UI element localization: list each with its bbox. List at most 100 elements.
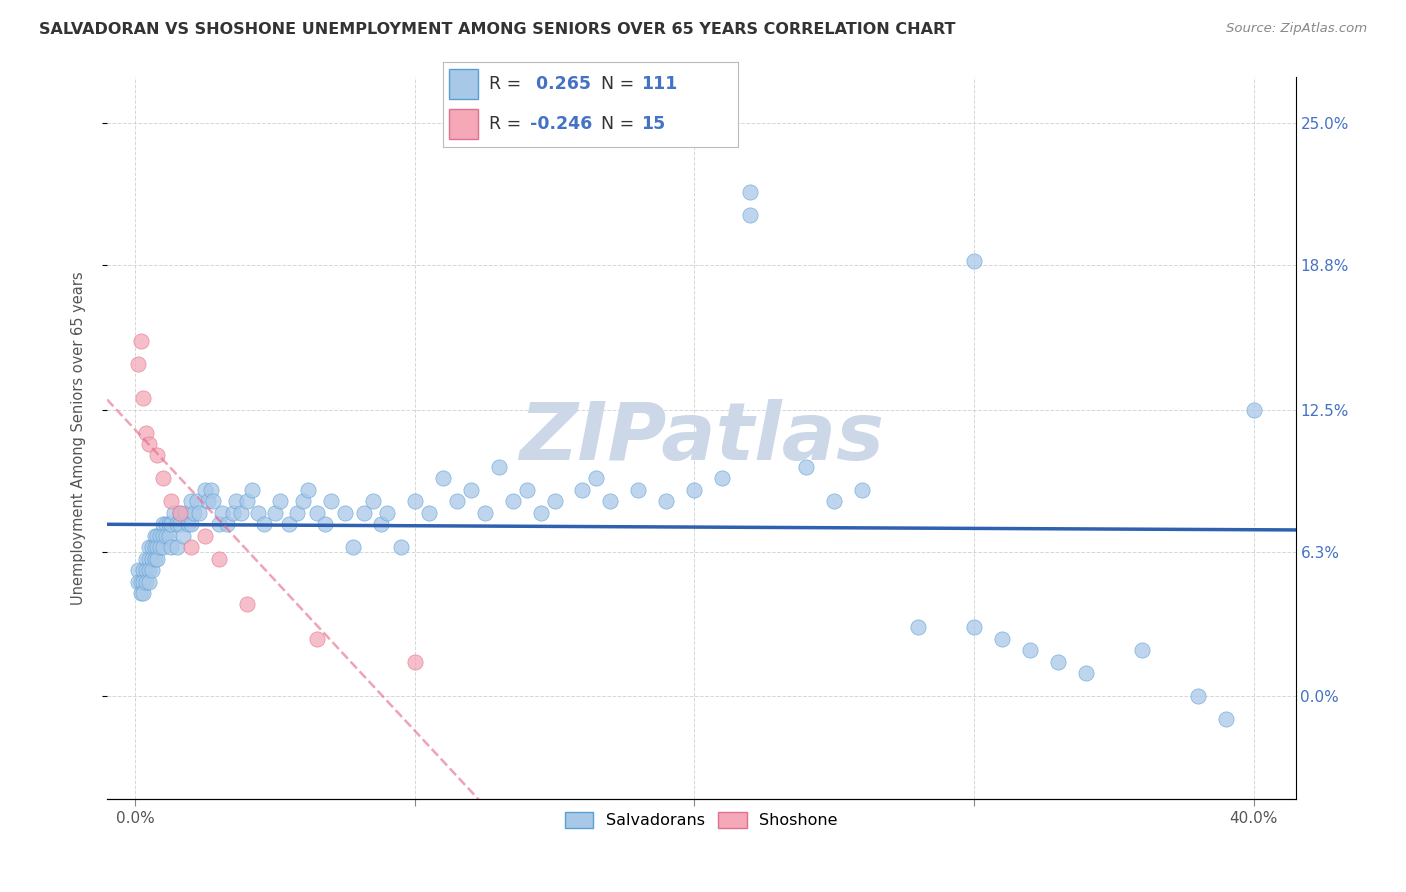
Point	[194, 483, 217, 497]
Point	[155, 529, 177, 543]
Point	[571, 483, 593, 497]
Point	[186, 494, 208, 508]
Point	[174, 506, 197, 520]
Point	[375, 506, 398, 520]
Point	[1187, 689, 1209, 703]
Point	[305, 506, 328, 520]
Point	[135, 551, 157, 566]
Point	[135, 574, 157, 589]
Point	[141, 551, 163, 566]
Point	[253, 517, 276, 532]
Text: 15: 15	[641, 115, 665, 133]
Point	[683, 483, 706, 497]
Point	[291, 494, 314, 508]
Point	[160, 494, 183, 508]
Point	[188, 506, 211, 520]
Point	[152, 529, 174, 543]
Point	[432, 471, 454, 485]
Point	[851, 483, 873, 497]
Point	[247, 506, 270, 520]
Point	[157, 517, 180, 532]
Point	[370, 517, 392, 532]
Point	[585, 471, 607, 485]
Point	[138, 437, 160, 451]
Point	[794, 459, 817, 474]
Point	[197, 494, 219, 508]
Point	[446, 494, 468, 508]
Point	[166, 517, 188, 532]
Point	[740, 208, 762, 222]
Point	[135, 425, 157, 440]
Point	[285, 506, 308, 520]
Point	[404, 655, 426, 669]
Point	[353, 506, 375, 520]
Point	[297, 483, 319, 497]
Text: N =: N =	[600, 115, 640, 133]
Y-axis label: Unemployment Among Seniors over 65 years: Unemployment Among Seniors over 65 years	[72, 271, 86, 605]
Point	[655, 494, 678, 508]
Point	[180, 494, 202, 508]
Point	[460, 483, 482, 497]
Text: R =: R =	[489, 75, 526, 93]
Point	[169, 517, 191, 532]
Point	[1046, 655, 1069, 669]
Point	[211, 506, 233, 520]
Text: R =: R =	[489, 115, 526, 133]
Point	[236, 494, 259, 508]
Point	[361, 494, 384, 508]
Point	[143, 540, 166, 554]
Point	[194, 529, 217, 543]
Point	[146, 540, 169, 554]
Point	[907, 620, 929, 634]
Point	[963, 620, 986, 634]
Point	[138, 574, 160, 589]
Point	[269, 494, 291, 508]
Point	[138, 551, 160, 566]
Point	[129, 574, 152, 589]
Point	[146, 551, 169, 566]
Point	[502, 494, 524, 508]
Point	[149, 540, 172, 554]
Point	[305, 632, 328, 646]
Point	[217, 517, 239, 532]
Point	[129, 586, 152, 600]
Text: SALVADORAN VS SHOSHONE UNEMPLOYMENT AMONG SENIORS OVER 65 YEARS CORRELATION CHAR: SALVADORAN VS SHOSHONE UNEMPLOYMENT AMON…	[39, 22, 956, 37]
Point	[129, 334, 152, 348]
Point	[222, 506, 245, 520]
Point	[319, 494, 342, 508]
Point	[599, 494, 621, 508]
Point	[169, 506, 191, 520]
Legend: Salvadorans, Shoshone: Salvadorans, Shoshone	[558, 805, 845, 835]
Point	[963, 253, 986, 268]
Point	[208, 551, 231, 566]
Text: Source: ZipAtlas.com: Source: ZipAtlas.com	[1226, 22, 1367, 36]
Point	[823, 494, 845, 508]
Point	[146, 529, 169, 543]
Text: 0.265: 0.265	[530, 75, 591, 93]
Point	[143, 551, 166, 566]
Point	[208, 517, 231, 532]
Text: N =: N =	[600, 75, 640, 93]
Point	[135, 563, 157, 577]
Point	[172, 529, 194, 543]
Point	[543, 494, 565, 508]
Point	[157, 529, 180, 543]
Point	[1243, 402, 1265, 417]
Point	[163, 506, 186, 520]
Point	[277, 517, 299, 532]
Point	[991, 632, 1014, 646]
Point	[516, 483, 538, 497]
Point	[236, 598, 259, 612]
Point	[152, 471, 174, 485]
Point	[1019, 643, 1042, 657]
Point	[127, 563, 149, 577]
FancyBboxPatch shape	[449, 70, 478, 99]
Point	[418, 506, 440, 520]
Point	[404, 494, 426, 508]
Point	[202, 494, 225, 508]
Point	[180, 540, 202, 554]
Point	[180, 517, 202, 532]
Point	[127, 357, 149, 371]
Point	[1215, 712, 1237, 726]
Point	[132, 586, 155, 600]
